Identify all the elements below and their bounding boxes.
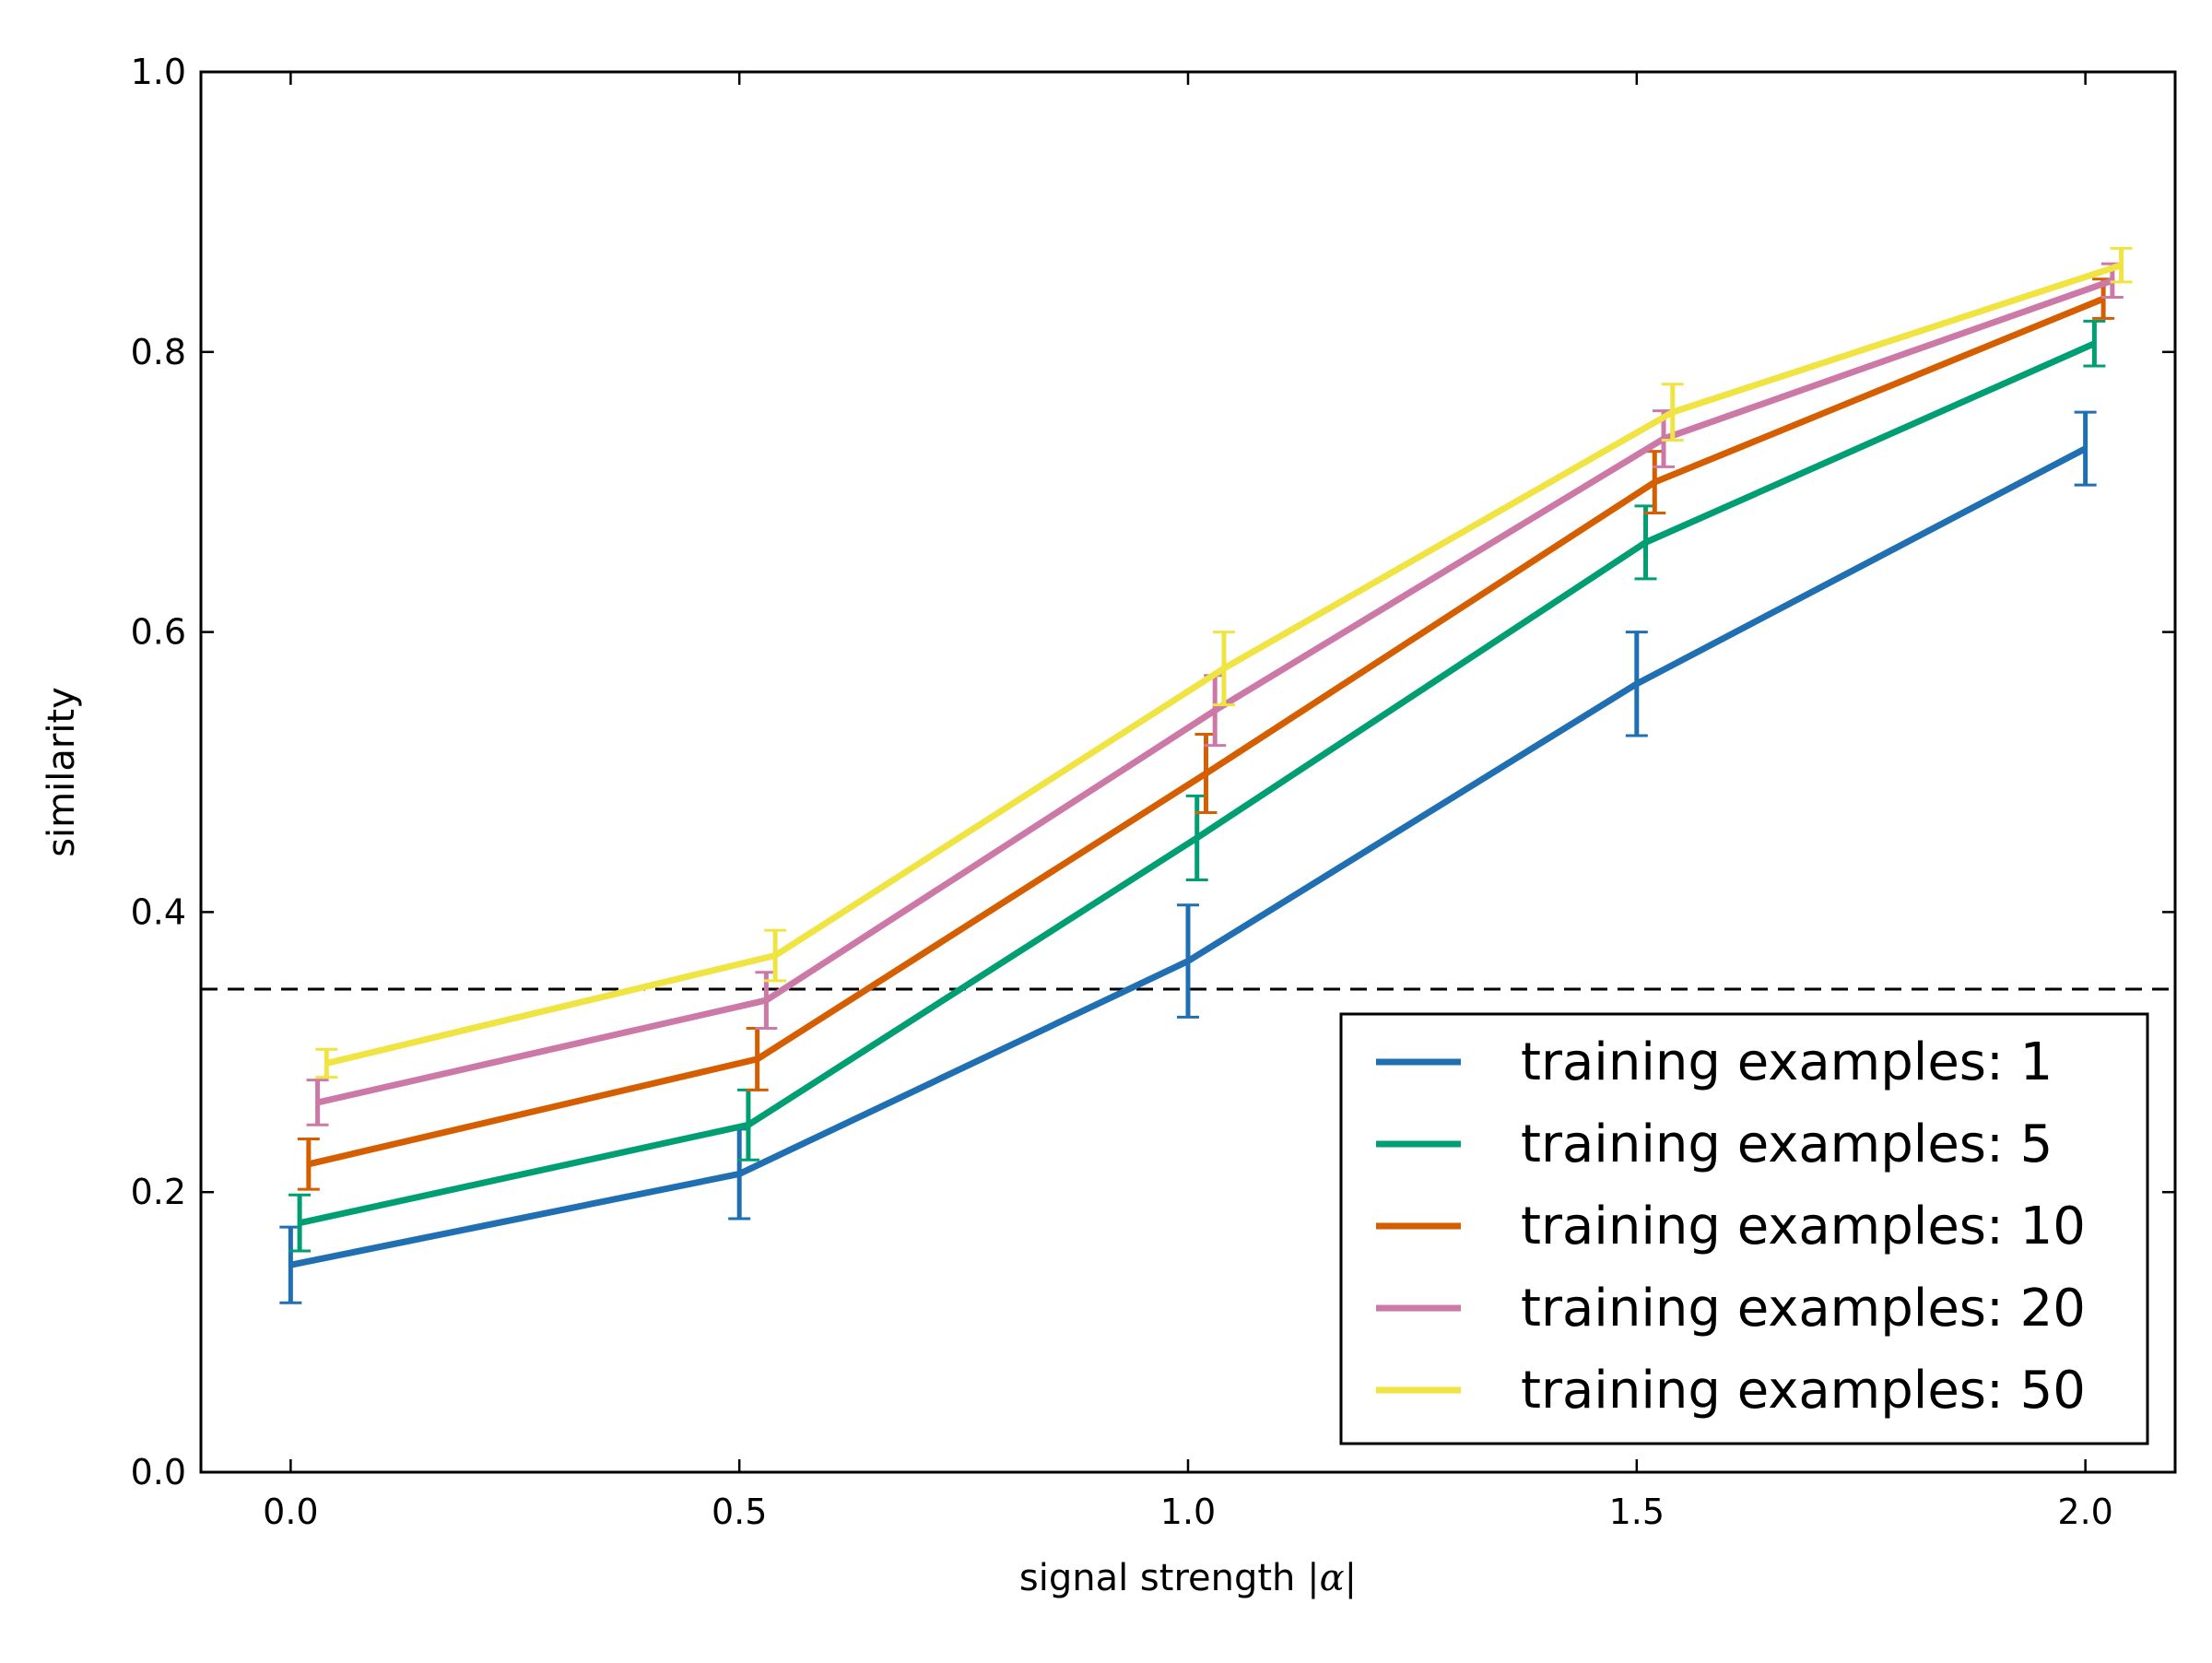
y-tick-label: 0.2: [131, 1172, 186, 1212]
legend-label: training examples: 50: [1521, 1361, 2086, 1421]
error-bar: [1626, 632, 1648, 736]
legend-label: training examples: 5: [1521, 1115, 2053, 1174]
y-tick-label: 0.6: [131, 612, 186, 653]
y-tick-label: 0.8: [131, 332, 186, 372]
x-tick-label: 1.5: [1609, 1492, 1665, 1532]
legend-label: training examples: 10: [1521, 1197, 2086, 1256]
series-4: [307, 264, 2124, 1125]
legend-label: training examples: 1: [1521, 1032, 2053, 1092]
legend-label: training examples: 20: [1521, 1279, 2086, 1339]
x-axis-label-math: |α|: [1307, 1557, 1357, 1599]
error-bar: [2075, 412, 2097, 485]
x-tick-label: 0.5: [712, 1492, 767, 1532]
legend: training examples: 1 training examples: 5…: [1341, 1014, 2147, 1444]
y-tick-label: 0.0: [131, 1452, 186, 1492]
error-bar: [1177, 905, 1199, 1018]
y-tick-label: 0.4: [131, 891, 186, 932]
x-tick-label: 1.0: [1160, 1492, 1216, 1532]
x-axis-label-text: signal strength: [1019, 1557, 1307, 1599]
y-tick-label: 1.0: [131, 52, 186, 92]
x-axis-label: signal strength |α|: [1019, 1557, 1357, 1599]
y-axis-label: similarity: [41, 687, 83, 857]
x-tick-label: 2.0: [2057, 1492, 2112, 1532]
x-tick-label: 0.0: [263, 1492, 318, 1532]
